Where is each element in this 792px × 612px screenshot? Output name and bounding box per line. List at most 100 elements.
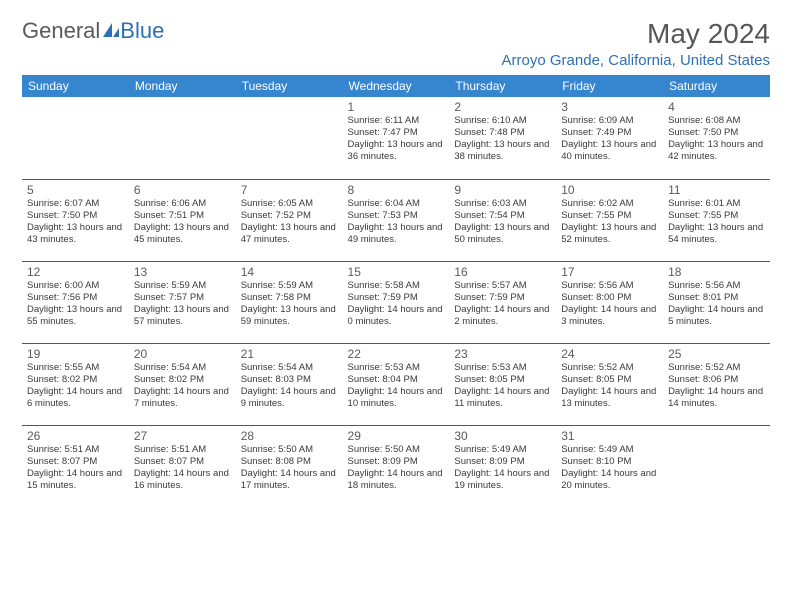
calendar-day-cell: 5Sunrise: 6:07 AMSunset: 7:50 PMDaylight… [22,179,129,261]
day-info: Sunrise: 5:55 AMSunset: 8:02 PMDaylight:… [27,362,124,411]
calendar-week-row: 26Sunrise: 5:51 AMSunset: 8:07 PMDayligh… [22,425,770,507]
title-block: May 2024 Arroyo Grande, California, Unit… [502,18,770,69]
brand-sail-icon [102,22,120,40]
day-number: 27 [134,429,231,443]
day-number: 5 [27,183,124,197]
calendar-day-cell: 1Sunrise: 6:11 AMSunset: 7:47 PMDaylight… [343,97,450,179]
day-number: 29 [348,429,445,443]
day-number: 31 [561,429,658,443]
day-info: Sunrise: 6:01 AMSunset: 7:55 PMDaylight:… [668,198,765,247]
calendar-day-cell: 23Sunrise: 5:53 AMSunset: 8:05 PMDayligh… [449,343,556,425]
calendar-week-row: 12Sunrise: 6:00 AMSunset: 7:56 PMDayligh… [22,261,770,343]
day-number: 20 [134,347,231,361]
day-info: Sunrise: 5:52 AMSunset: 8:06 PMDaylight:… [668,362,765,411]
day-info: Sunrise: 5:53 AMSunset: 8:04 PMDaylight:… [348,362,445,411]
calendar-week-row: 19Sunrise: 5:55 AMSunset: 8:02 PMDayligh… [22,343,770,425]
brand-logo: General Blue [22,18,164,44]
day-info: Sunrise: 5:54 AMSunset: 8:02 PMDaylight:… [134,362,231,411]
calendar-day-cell: 31Sunrise: 5:49 AMSunset: 8:10 PMDayligh… [556,425,663,507]
day-info: Sunrise: 5:49 AMSunset: 8:09 PMDaylight:… [454,444,551,493]
calendar-day-cell: 18Sunrise: 5:56 AMSunset: 8:01 PMDayligh… [663,261,770,343]
calendar-empty-cell [22,97,129,179]
calendar-day-cell: 9Sunrise: 6:03 AMSunset: 7:54 PMDaylight… [449,179,556,261]
calendar-day-cell: 24Sunrise: 5:52 AMSunset: 8:05 PMDayligh… [556,343,663,425]
day-number: 30 [454,429,551,443]
calendar-day-cell: 19Sunrise: 5:55 AMSunset: 8:02 PMDayligh… [22,343,129,425]
calendar-day-cell: 21Sunrise: 5:54 AMSunset: 8:03 PMDayligh… [236,343,343,425]
calendar-empty-cell [129,97,236,179]
day-info: Sunrise: 5:51 AMSunset: 8:07 PMDaylight:… [27,444,124,493]
calendar-day-cell: 10Sunrise: 6:02 AMSunset: 7:55 PMDayligh… [556,179,663,261]
header: General Blue May 2024 Arroyo Grande, Cal… [22,18,770,69]
calendar-week-row: 1Sunrise: 6:11 AMSunset: 7:47 PMDaylight… [22,97,770,179]
day-number: 10 [561,183,658,197]
location-text: Arroyo Grande, California, United States [502,52,770,69]
day-number: 11 [668,183,765,197]
day-number: 16 [454,265,551,279]
day-number: 19 [27,347,124,361]
day-info: Sunrise: 6:05 AMSunset: 7:52 PMDaylight:… [241,198,338,247]
day-info: Sunrise: 5:52 AMSunset: 8:05 PMDaylight:… [561,362,658,411]
calendar-day-cell: 12Sunrise: 6:00 AMSunset: 7:56 PMDayligh… [22,261,129,343]
calendar-day-cell: 3Sunrise: 6:09 AMSunset: 7:49 PMDaylight… [556,97,663,179]
day-info: Sunrise: 6:03 AMSunset: 7:54 PMDaylight:… [454,198,551,247]
day-info: Sunrise: 5:49 AMSunset: 8:10 PMDaylight:… [561,444,658,493]
day-number: 21 [241,347,338,361]
calendar-day-cell: 2Sunrise: 6:10 AMSunset: 7:48 PMDaylight… [449,97,556,179]
day-info: Sunrise: 6:04 AMSunset: 7:53 PMDaylight:… [348,198,445,247]
calendar-day-cell: 20Sunrise: 5:54 AMSunset: 8:02 PMDayligh… [129,343,236,425]
calendar-body: 1Sunrise: 6:11 AMSunset: 7:47 PMDaylight… [22,97,770,507]
weekday-header-row: SundayMondayTuesdayWednesdayThursdayFrid… [22,75,770,97]
calendar-day-cell: 7Sunrise: 6:05 AMSunset: 7:52 PMDaylight… [236,179,343,261]
day-info: Sunrise: 6:11 AMSunset: 7:47 PMDaylight:… [348,115,445,164]
day-number: 18 [668,265,765,279]
day-number: 8 [348,183,445,197]
day-info: Sunrise: 5:51 AMSunset: 8:07 PMDaylight:… [134,444,231,493]
calendar-empty-cell [663,425,770,507]
brand-name-gray: General [22,18,100,44]
day-info: Sunrise: 6:08 AMSunset: 7:50 PMDaylight:… [668,115,765,164]
calendar-day-cell: 6Sunrise: 6:06 AMSunset: 7:51 PMDaylight… [129,179,236,261]
day-info: Sunrise: 5:54 AMSunset: 8:03 PMDaylight:… [241,362,338,411]
day-info: Sunrise: 5:57 AMSunset: 7:59 PMDaylight:… [454,280,551,329]
day-info: Sunrise: 6:10 AMSunset: 7:48 PMDaylight:… [454,115,551,164]
day-info: Sunrise: 5:50 AMSunset: 8:08 PMDaylight:… [241,444,338,493]
weekday-header: Sunday [22,75,129,97]
calendar-table: SundayMondayTuesdayWednesdayThursdayFrid… [22,75,770,507]
weekday-header: Monday [129,75,236,97]
day-info: Sunrise: 6:09 AMSunset: 7:49 PMDaylight:… [561,115,658,164]
day-info: Sunrise: 5:58 AMSunset: 7:59 PMDaylight:… [348,280,445,329]
calendar-day-cell: 27Sunrise: 5:51 AMSunset: 8:07 PMDayligh… [129,425,236,507]
day-info: Sunrise: 6:02 AMSunset: 7:55 PMDaylight:… [561,198,658,247]
day-number: 2 [454,100,551,114]
calendar-empty-cell [236,97,343,179]
weekday-header: Thursday [449,75,556,97]
weekday-header: Saturday [663,75,770,97]
brand-name-blue: Blue [120,18,164,44]
day-number: 23 [454,347,551,361]
day-number: 15 [348,265,445,279]
day-info: Sunrise: 6:00 AMSunset: 7:56 PMDaylight:… [27,280,124,329]
calendar-day-cell: 13Sunrise: 5:59 AMSunset: 7:57 PMDayligh… [129,261,236,343]
day-info: Sunrise: 6:06 AMSunset: 7:51 PMDaylight:… [134,198,231,247]
day-number: 7 [241,183,338,197]
day-number: 9 [454,183,551,197]
weekday-header: Wednesday [343,75,450,97]
calendar-thead: SundayMondayTuesdayWednesdayThursdayFrid… [22,75,770,97]
calendar-day-cell: 4Sunrise: 6:08 AMSunset: 7:50 PMDaylight… [663,97,770,179]
calendar-day-cell: 26Sunrise: 5:51 AMSunset: 8:07 PMDayligh… [22,425,129,507]
calendar-day-cell: 28Sunrise: 5:50 AMSunset: 8:08 PMDayligh… [236,425,343,507]
day-number: 13 [134,265,231,279]
calendar-day-cell: 14Sunrise: 5:59 AMSunset: 7:58 PMDayligh… [236,261,343,343]
day-info: Sunrise: 5:59 AMSunset: 7:57 PMDaylight:… [134,280,231,329]
weekday-header: Tuesday [236,75,343,97]
day-number: 17 [561,265,658,279]
calendar-day-cell: 29Sunrise: 5:50 AMSunset: 8:09 PMDayligh… [343,425,450,507]
day-number: 14 [241,265,338,279]
day-info: Sunrise: 5:50 AMSunset: 8:09 PMDaylight:… [348,444,445,493]
calendar-day-cell: 15Sunrise: 5:58 AMSunset: 7:59 PMDayligh… [343,261,450,343]
calendar-day-cell: 30Sunrise: 5:49 AMSunset: 8:09 PMDayligh… [449,425,556,507]
day-info: Sunrise: 5:56 AMSunset: 8:01 PMDaylight:… [668,280,765,329]
weekday-header: Friday [556,75,663,97]
day-number: 25 [668,347,765,361]
